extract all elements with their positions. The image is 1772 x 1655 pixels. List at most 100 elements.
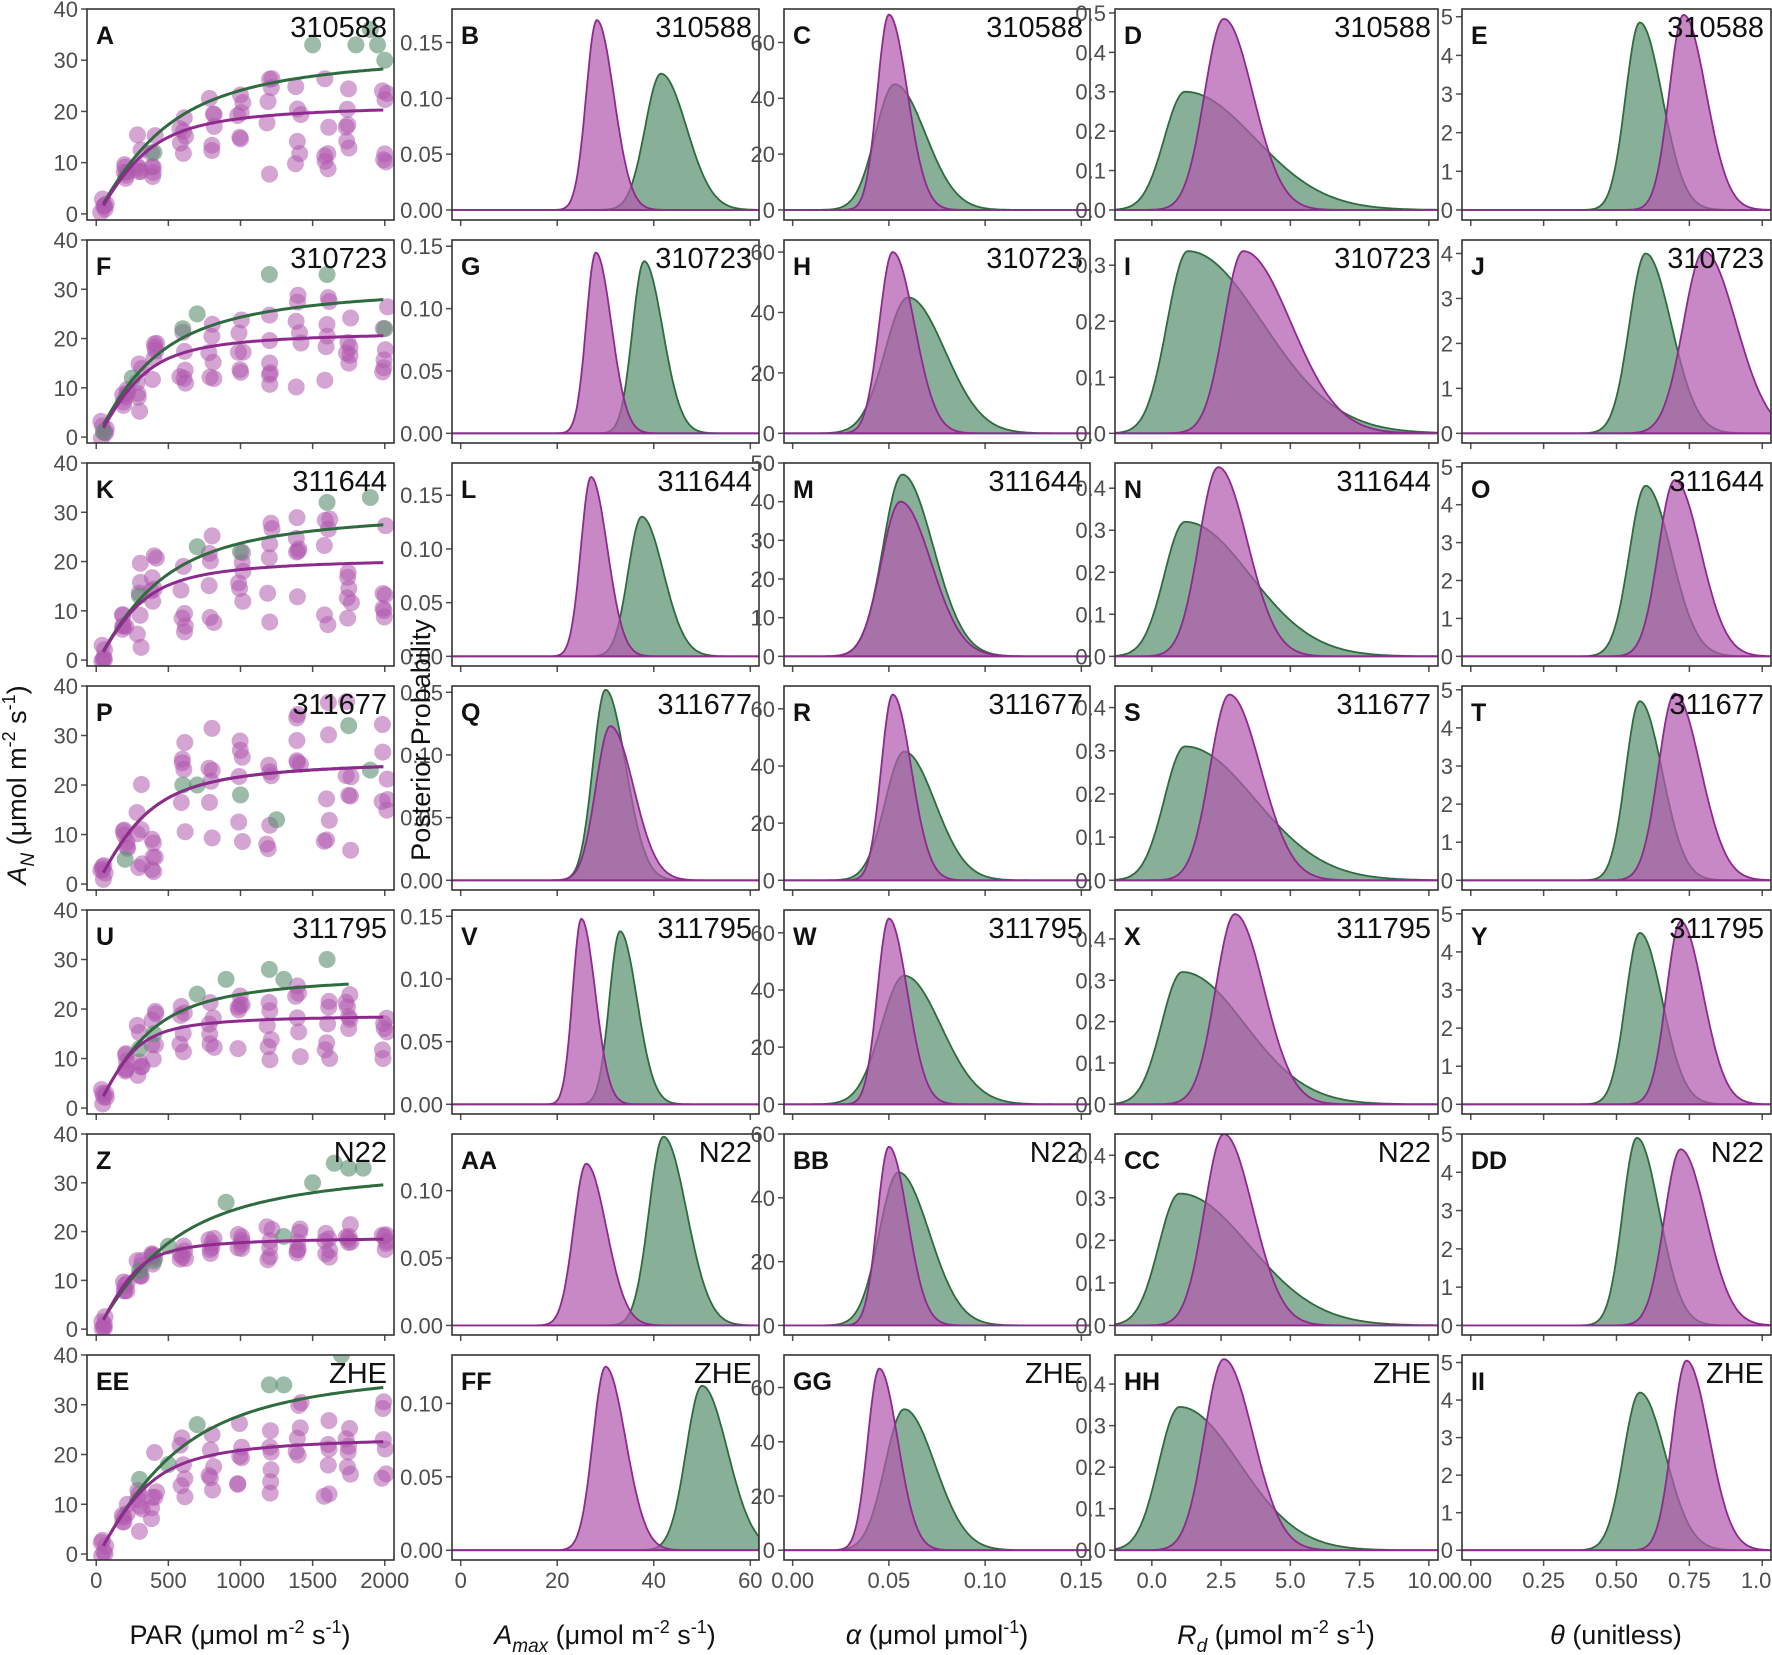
plot-area xyxy=(784,1367,1090,1552)
green-posterior-density xyxy=(784,1408,1090,1552)
panel-P: 0 10 20 30 40 P 311677 xyxy=(54,674,395,897)
purple-point xyxy=(200,577,218,595)
y-tick-label: 0.2 xyxy=(1075,119,1106,144)
x-tick-label: 0.75 xyxy=(1668,1568,1711,1593)
purple-point xyxy=(143,371,161,389)
panel-border xyxy=(1461,462,1772,667)
purple-point xyxy=(339,609,357,627)
purple-point xyxy=(234,592,252,610)
panel-U: 0 10 20 30 40 U 311795 xyxy=(54,898,395,1121)
accession-label: N22 xyxy=(1378,1137,1431,1169)
x-tick-label: 10.0 xyxy=(1407,1568,1450,1593)
panel-border xyxy=(1461,1133,1772,1336)
purple-point xyxy=(263,520,281,538)
y-tick-label: 40 xyxy=(751,86,775,111)
accession-label: 311644 xyxy=(1669,466,1764,498)
y-tick-label: 40 xyxy=(751,1186,775,1211)
panel-V: 0.00 0.05 0.10 0.15 V 311795 xyxy=(400,904,760,1120)
panel-border xyxy=(451,909,760,1115)
purple-point xyxy=(176,361,194,379)
y-tick-label: 1 xyxy=(1441,376,1453,401)
accession-label: ZHE xyxy=(329,1358,387,1390)
panel-letter: FF xyxy=(461,1368,492,1396)
y-tick-label: 20 xyxy=(751,142,775,167)
purple-point xyxy=(201,1025,219,1043)
y-tick-label: 0.4 xyxy=(1075,927,1106,952)
accession-label: 311644 xyxy=(988,466,1083,498)
purple-point xyxy=(287,312,305,330)
y-tick-label: 40 xyxy=(751,490,775,515)
y-tick-label: 2 xyxy=(1441,1016,1453,1041)
purple-point xyxy=(376,1440,394,1458)
purple-point xyxy=(131,606,149,624)
panel-letter: M xyxy=(793,476,814,504)
purple-point xyxy=(319,616,337,634)
accession-label: 311795 xyxy=(1669,913,1764,945)
y-tick-label: 2 xyxy=(1441,569,1453,594)
plot-area xyxy=(93,488,394,666)
panel-letter: BB xyxy=(793,1147,829,1175)
purple-point xyxy=(261,1484,279,1502)
purple-posterior-density xyxy=(1115,913,1438,1106)
green-point xyxy=(217,970,235,988)
accession-label: 310723 xyxy=(290,243,387,275)
purple-point xyxy=(338,693,356,711)
purple-posterior-density xyxy=(1115,17,1438,211)
y-tick-label: 0.10 xyxy=(400,297,443,322)
purple-point xyxy=(316,1041,334,1059)
purple-point xyxy=(378,1023,394,1041)
panel-letter: F xyxy=(96,253,111,281)
panel-border xyxy=(86,239,395,444)
y-tick-label: 0.0 xyxy=(1075,1313,1106,1338)
accession-label: 311795 xyxy=(657,913,752,945)
green-point xyxy=(260,265,278,283)
y-tick-label: 0.0 xyxy=(1075,421,1106,446)
x-tick-label: 500 xyxy=(150,1568,187,1593)
y-tick-label: 0.4 xyxy=(1075,476,1106,501)
panel-border xyxy=(451,239,760,444)
y-tick-label: 0.10 xyxy=(400,86,443,111)
y-tick-label: 1 xyxy=(1441,1501,1453,1526)
y-tick-label: 10 xyxy=(54,151,78,176)
purple-point xyxy=(175,623,193,641)
accession-label: 311677 xyxy=(988,689,1083,721)
accession-label: N22 xyxy=(1711,1137,1764,1169)
purple-point xyxy=(176,1470,194,1488)
panel-border xyxy=(451,1354,760,1561)
panel-border xyxy=(1114,1354,1439,1561)
green-point xyxy=(260,960,278,978)
purple-point xyxy=(144,1050,162,1068)
x-tick-label: 0.25 xyxy=(1522,1568,1565,1593)
panel-border xyxy=(86,909,395,1115)
purple-point xyxy=(146,848,164,866)
purple-point xyxy=(320,292,338,310)
purple-fit-curve xyxy=(102,1015,384,1097)
purple-point xyxy=(340,1020,358,1038)
y-tick-label: 30 xyxy=(54,48,78,73)
purple-point xyxy=(288,543,306,561)
purple-point xyxy=(145,547,163,565)
y-tick-label: 4 xyxy=(1441,940,1453,965)
panel-border xyxy=(86,462,395,667)
purple-point xyxy=(260,549,278,567)
plot-area xyxy=(784,917,1090,1106)
purple-point xyxy=(259,584,277,602)
y-tick-label: 0.4 xyxy=(1075,40,1106,65)
purple-point xyxy=(320,1412,338,1430)
purple-point xyxy=(95,197,113,215)
x-tick-label: 20 xyxy=(545,1568,569,1593)
purple-point xyxy=(128,1016,146,1034)
y-tick-label: 10 xyxy=(751,606,775,631)
purple-point xyxy=(233,833,251,851)
y-tick-label: 20 xyxy=(54,997,78,1022)
panel-letter: HH xyxy=(1124,1368,1160,1396)
accession-label: ZHE xyxy=(1025,1358,1083,1390)
y-tick-label: 0 xyxy=(1441,868,1453,893)
y-tick-label: 0 xyxy=(66,202,78,227)
y-tick-label: 4 xyxy=(1441,43,1453,68)
